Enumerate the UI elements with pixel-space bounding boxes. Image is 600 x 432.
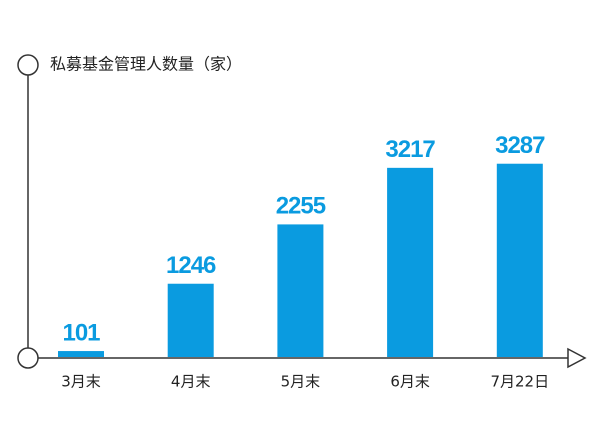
chart-title: 私募基金管理人数量（家） bbox=[50, 55, 242, 74]
bar bbox=[496, 163, 543, 357]
axis-top-circle bbox=[17, 54, 39, 76]
x-tick-label: 7月22日 bbox=[490, 373, 549, 391]
data-label: 3217 bbox=[385, 136, 435, 163]
data-label: 1246 bbox=[166, 252, 216, 279]
data-label: 2255 bbox=[276, 193, 326, 220]
x-tick-label: 3月末 bbox=[61, 373, 101, 391]
bar bbox=[58, 351, 104, 357]
data-label: 3287 bbox=[495, 132, 545, 159]
x-tick-label: 4月末 bbox=[171, 373, 211, 391]
bar bbox=[167, 283, 214, 357]
bar bbox=[277, 224, 324, 357]
x-tick-label: 6月末 bbox=[390, 373, 430, 391]
x-tick-label: 5月末 bbox=[281, 373, 321, 391]
x-axis-arrow bbox=[567, 347, 587, 369]
data-label: 101 bbox=[62, 319, 100, 346]
bar bbox=[387, 167, 434, 357]
axis-origin-circle bbox=[17, 347, 39, 369]
